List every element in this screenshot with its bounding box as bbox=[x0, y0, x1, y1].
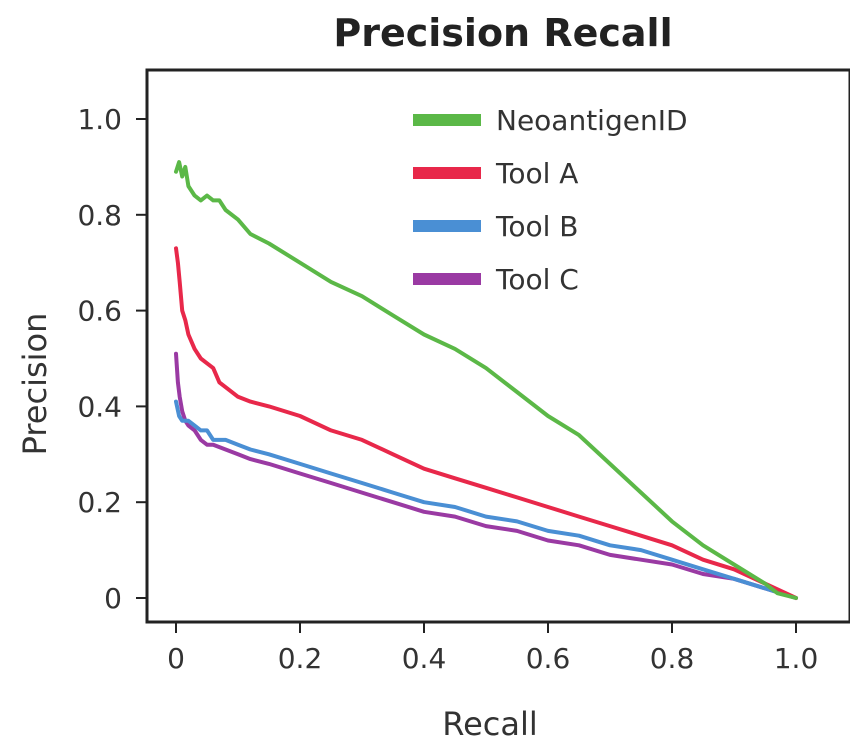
y-tick-label: 0.4 bbox=[77, 390, 122, 423]
x-tick-label: 0 bbox=[167, 642, 185, 675]
axis-ticks: 0 0.2 0.4 0.6 0.8 1.0 0 0.2 0.4 0.6 0.8 1.0 bbox=[77, 103, 818, 675]
y-axis-label: Precision bbox=[16, 313, 54, 456]
x-tick-label: 0.8 bbox=[650, 642, 695, 675]
legend: NeoantigenID Tool A Tool B Tool C bbox=[413, 104, 688, 296]
series-line-tool-b bbox=[174, 399, 798, 600]
y-tick-label: 1.0 bbox=[77, 103, 122, 136]
legend-label: Tool C bbox=[495, 263, 579, 296]
chart-title: Precision Recall bbox=[333, 11, 672, 55]
y-tick-label: 0.2 bbox=[77, 486, 122, 519]
x-axis-label: Recall bbox=[442, 705, 537, 740]
y-tick-label: 0 bbox=[104, 582, 122, 615]
x-tick-label: 1.0 bbox=[774, 642, 819, 675]
y-tick-label: 0.8 bbox=[77, 199, 122, 232]
legend-label: Tool A bbox=[495, 157, 578, 190]
x-tick-label: 0.2 bbox=[278, 642, 323, 675]
series-line-tool-c bbox=[174, 351, 798, 600]
y-tick-label: 0.6 bbox=[77, 295, 122, 328]
x-tick-label: 0.6 bbox=[526, 642, 571, 675]
plot-frame bbox=[145, 68, 850, 624]
legend-label: NeoantigenID bbox=[496, 104, 688, 137]
series-line-neoantigenid bbox=[174, 160, 798, 600]
series-line-tool-a bbox=[174, 246, 798, 600]
series-layer bbox=[174, 160, 798, 600]
legend-label: Tool B bbox=[495, 210, 579, 243]
x-tick-label: 0.4 bbox=[402, 642, 447, 675]
